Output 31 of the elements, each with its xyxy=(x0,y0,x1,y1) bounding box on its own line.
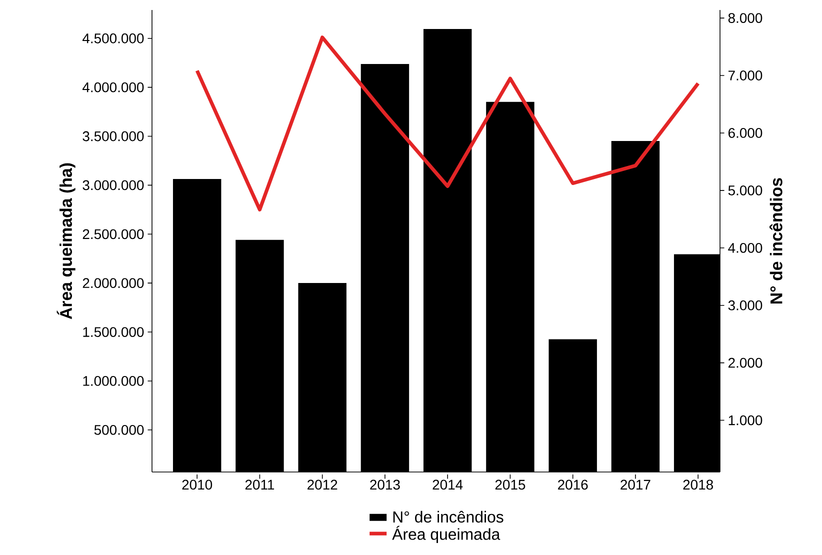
y-tick-label: 2.000.000 xyxy=(82,278,144,288)
y2-tick-label: 1.000 xyxy=(728,415,762,426)
x-tick-label: 2012 xyxy=(308,480,338,490)
x-tick-label: 2014 xyxy=(432,480,463,490)
y-tick-label: 4.000.000 xyxy=(82,82,144,92)
y2-tick-label: 3.000 xyxy=(728,300,762,310)
x-tick-label: 2018 xyxy=(683,480,713,490)
legend-label: N° de incêndios xyxy=(393,510,504,523)
y-tick-label: 1.000.000 xyxy=(83,376,144,386)
y2-axis-title: N° de incêndios xyxy=(770,178,782,304)
x-tick-label: 2010 xyxy=(182,480,212,490)
y-tick-label: 1.500.000 xyxy=(83,327,144,337)
x-tick-label: 2015 xyxy=(495,480,526,490)
y2-tick-label: 5.000 xyxy=(728,185,762,196)
y2-tick-label: 2.000 xyxy=(728,358,762,368)
legend-label: Área queimada xyxy=(392,526,500,544)
y2-tick-label: 4.000 xyxy=(728,242,762,253)
x-tick-label: 2011 xyxy=(245,480,274,490)
y2-tick-label: 6.000 xyxy=(728,128,762,138)
x-tick-label: 2013 xyxy=(370,480,400,490)
x-tick-label: 2017 xyxy=(620,480,650,490)
y-tick-label: 3.000.000 xyxy=(82,180,144,190)
x-tick-label: 2016 xyxy=(558,480,588,490)
y2-tick-label: 7.000 xyxy=(728,70,762,80)
y-tick-label: 3.500.000 xyxy=(82,131,144,142)
y-tick-label: 4.500.000 xyxy=(82,33,144,44)
y-tick-label: 500.000 xyxy=(94,424,144,435)
line-series xyxy=(195,36,700,212)
y2-tick-label: 8.000 xyxy=(728,13,762,23)
y-tick-label: 2.500.000 xyxy=(82,229,144,240)
y-axis-title: Área queimada (ha) xyxy=(56,163,76,320)
